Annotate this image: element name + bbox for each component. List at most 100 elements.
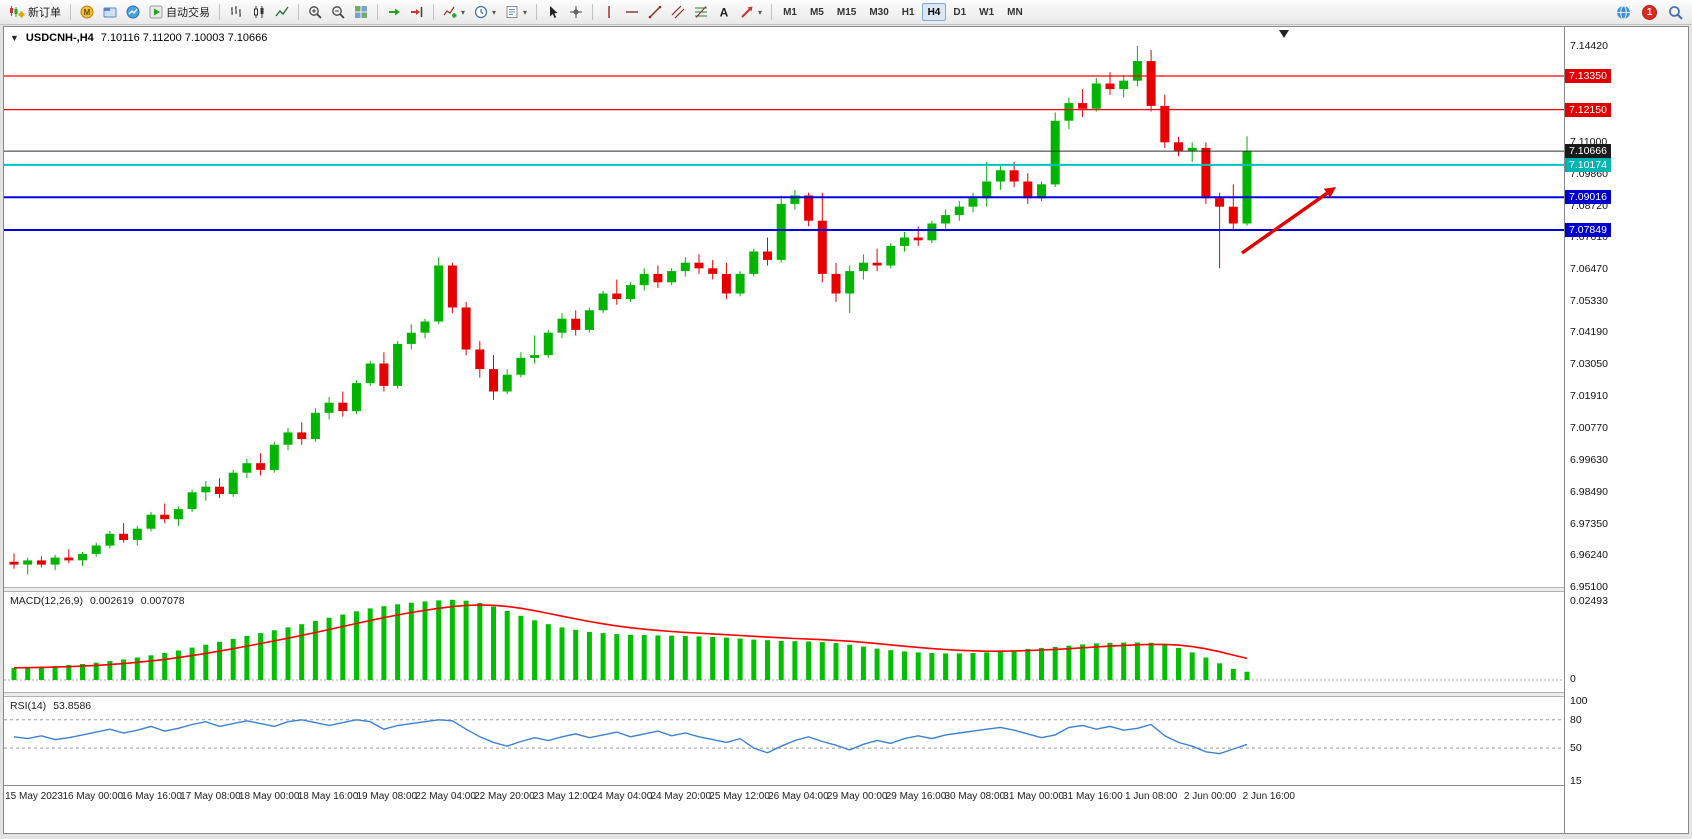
- periods-button[interactable]: ▾: [470, 2, 500, 22]
- price-level-badge: 7.07849: [1565, 222, 1611, 237]
- timeframe-m1-button[interactable]: M1: [783, 6, 797, 18]
- autotrading-label: 自动交易: [166, 7, 210, 19]
- search-icon: [1668, 5, 1683, 20]
- axis-tick-label: 7.05330: [1570, 294, 1608, 307]
- time-axis-label: 22 May 20:00: [474, 791, 535, 802]
- indicators-button[interactable]: ▾: [439, 2, 469, 22]
- chevron-down-icon: ▾: [523, 7, 528, 17]
- notifications-button[interactable]: 1: [1638, 2, 1661, 22]
- svg-text:M: M: [84, 8, 91, 17]
- templates-button[interactable]: ▾: [501, 2, 531, 22]
- auto-scroll-button[interactable]: [383, 2, 405, 22]
- cursor-button[interactable]: [542, 2, 564, 22]
- market-button[interactable]: [122, 2, 144, 22]
- bar-chart-button[interactable]: [225, 2, 247, 22]
- template-icon: [505, 5, 519, 19]
- hline-icon: [625, 5, 639, 19]
- candle-chart-button[interactable]: [248, 2, 270, 22]
- charts-profile-button[interactable]: [99, 2, 121, 22]
- timeframe-m15-button[interactable]: M15: [836, 6, 857, 18]
- equidistant-channel-button[interactable]: [667, 2, 689, 22]
- axis-tick-label: 7.01910: [1570, 390, 1608, 403]
- timeframe-m30-button[interactable]: M30: [869, 6, 889, 18]
- time-axis-label: 26 May 04:00: [768, 791, 829, 802]
- draw-text-button[interactable]: A: [713, 2, 735, 22]
- zoom-in-button[interactable]: [304, 2, 326, 22]
- profile-icon: [103, 5, 117, 19]
- trendline-button[interactable]: [644, 2, 666, 22]
- trend-icon: [648, 5, 662, 19]
- axis-tick-label: 50: [1570, 742, 1582, 755]
- time-axis-label: 19 May 08:00: [356, 791, 418, 802]
- panel-separator[interactable]: [4, 692, 1688, 697]
- time-axis-label: 29 May 16:00: [885, 791, 947, 802]
- clock-icon: [474, 5, 488, 19]
- market-icon: [126, 5, 140, 19]
- arrows-button[interactable]: ▾: [736, 2, 766, 22]
- time-axis[interactable]: 15 May 2023 16 May 00:00 16 May 16:00 17 Ma…: [4, 785, 1564, 811]
- time-axis-label: 23 May 12:00: [532, 791, 594, 802]
- axis-tick-label: 7.04190: [1570, 326, 1608, 339]
- fibonacci-button[interactable]: [690, 2, 712, 22]
- shift-icon: [410, 5, 424, 19]
- timeframe-d1-button[interactable]: D1: [953, 6, 967, 18]
- macd-panel[interactable]: MACD(12,26,9) 0.002619 0.007078: [4, 592, 1564, 692]
- vertical-line-button[interactable]: [598, 2, 620, 22]
- axis-tick-label: 7.03050: [1570, 358, 1608, 371]
- search-button[interactable]: [1664, 2, 1687, 22]
- toolbar-separator: [219, 4, 220, 20]
- new-order-icon: [9, 5, 25, 19]
- price-level-badge: 7.12150: [1565, 102, 1611, 117]
- time-axis-label: 25 May 12:00: [709, 791, 770, 802]
- time-axis-label: 22 May 04:00: [415, 791, 476, 802]
- time-axis-label: 16 May 16:00: [121, 791, 182, 802]
- price-level-badge: 7.09016: [1565, 190, 1611, 205]
- time-axis-label: 18 May 00:00: [238, 791, 300, 802]
- line-chart-button[interactable]: [271, 2, 293, 22]
- toolbar-separator: [592, 4, 594, 20]
- timeframe-w1-button[interactable]: W1: [979, 6, 995, 18]
- collapse-icon[interactable]: ▼: [10, 33, 19, 43]
- timeframe-h1-button[interactable]: H1: [901, 6, 915, 18]
- zoom-out-button[interactable]: [327, 2, 349, 22]
- toolbar-separator: [771, 4, 773, 20]
- timeframe-h4-button[interactable]: H4: [921, 3, 947, 21]
- axis-tick-label: 100: [1570, 695, 1588, 707]
- rsi-panel[interactable]: RSI(14) 53.8586: [4, 697, 1564, 785]
- chevron-down-icon: ▾: [758, 7, 763, 17]
- trend-arrow-annotation[interactable]: [1241, 191, 1328, 255]
- vline-icon: [602, 5, 616, 19]
- cursor-icon: [546, 5, 560, 19]
- time-axis-label: 24 May 20:00: [650, 791, 712, 802]
- main-chart-canvas[interactable]: [4, 27, 1564, 587]
- new-order-button[interactable]: 新订单: [5, 2, 65, 22]
- time-axis-label: 2 Jun 16:00: [1242, 791, 1295, 802]
- axis-tick-label: 0: [1570, 673, 1576, 685]
- channel-icon: [671, 5, 685, 19]
- horizontal-line-button[interactable]: [621, 2, 643, 22]
- panel-separator[interactable]: [4, 587, 1688, 592]
- timeframe-mn-button[interactable]: MN: [1007, 6, 1023, 18]
- chart-window[interactable]: ▼ USDCNH-,H4 7.10116 7.11200 7.10003 7.1…: [3, 26, 1689, 834]
- time-marker-icon[interactable]: [1279, 30, 1289, 38]
- tile-windows-button[interactable]: [350, 2, 372, 22]
- mql-community-button[interactable]: M: [76, 2, 98, 22]
- time-axis-label: 1 Jun 08:00: [1125, 791, 1178, 802]
- crosshair-button[interactable]: [565, 2, 587, 22]
- autotrading-button[interactable]: 自动交易: [145, 2, 214, 22]
- chart-shift-button[interactable]: [406, 2, 428, 22]
- mql-icon: M: [80, 5, 94, 19]
- rsi-canvas[interactable]: [4, 697, 1564, 785]
- play-icon: [149, 5, 163, 19]
- main-chart-panel[interactable]: ▼ USDCNH-,H4 7.10116 7.11200 7.10003 7.1…: [4, 27, 1564, 587]
- fibo-icon: [694, 5, 708, 19]
- new-order-label: 新订单: [28, 7, 61, 19]
- axis-tick-label: 6.97350: [1570, 517, 1608, 530]
- text-icon: A: [717, 5, 731, 20]
- community-button[interactable]: [1612, 2, 1635, 22]
- price-axis[interactable]: 7.144207.110007.098607.087207.076107.064…: [1564, 27, 1688, 833]
- time-axis-label: 15 May 2023: [5, 791, 63, 802]
- macd-canvas[interactable]: [4, 592, 1564, 692]
- timeframe-m5-button[interactable]: M5: [809, 6, 824, 18]
- axis-tick-label: 15: [1570, 775, 1582, 787]
